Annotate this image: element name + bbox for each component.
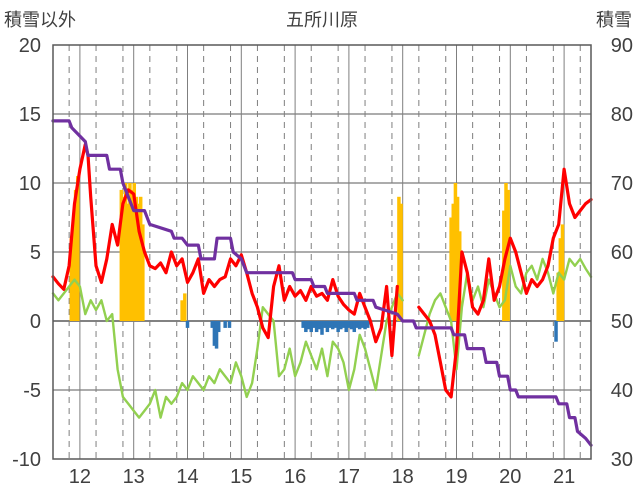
snowfall-bar xyxy=(451,203,456,321)
negative-bar xyxy=(312,321,316,328)
negative-bar xyxy=(357,321,362,330)
snowfall-bar xyxy=(132,183,136,321)
snowfall-bar xyxy=(128,183,132,321)
negative-bar xyxy=(314,321,319,333)
negative-bar xyxy=(210,321,214,328)
negative-bar xyxy=(347,321,351,328)
negative-bar xyxy=(554,321,558,342)
snowfall-bar xyxy=(558,238,563,321)
y-left-tick-label: -5 xyxy=(23,380,41,402)
negative-bar xyxy=(336,321,340,333)
x-tick-label: 19 xyxy=(445,466,467,488)
y-left-tick-label: 15 xyxy=(19,104,41,126)
snowfall-bar xyxy=(69,238,74,321)
y-left-tick-label: -10 xyxy=(12,449,41,471)
snowfall-bar xyxy=(397,196,401,321)
snowfall-bar xyxy=(560,224,565,321)
snowfall-bar xyxy=(119,189,124,321)
chart-title: 五所川原 xyxy=(286,10,358,31)
snowfall-bar xyxy=(138,196,143,321)
y-left-tick-label: 20 xyxy=(19,35,41,57)
series-lines xyxy=(51,119,593,447)
negative-bar xyxy=(365,321,370,328)
negative-bar xyxy=(360,321,365,328)
negative-bar xyxy=(325,321,330,333)
negative-bar xyxy=(339,321,343,330)
series-line-max-temp xyxy=(51,142,399,358)
tick-labels: 12 13 14 15 16 17 18 19 20 21 -10 -5 0 5 10 15 20 30 40 50 6… xyxy=(12,35,633,488)
negative-bar xyxy=(185,321,190,328)
negative-bar xyxy=(344,321,348,333)
negative-bar xyxy=(363,321,367,330)
y-right-tick-label: 50 xyxy=(611,311,633,333)
y-right-tick-label: 60 xyxy=(611,242,633,264)
snowfall-bar xyxy=(123,183,128,321)
negative-bar xyxy=(352,321,357,333)
negative-bar xyxy=(214,321,219,349)
y-right-tick-label: 70 xyxy=(611,173,633,195)
snowfall-bar xyxy=(506,189,510,321)
snowfall-bar xyxy=(449,217,453,321)
negative-bar xyxy=(349,321,354,330)
snowfall-bar xyxy=(71,224,76,321)
x-tick-label: 16 xyxy=(284,466,306,488)
x-tick-label: 13 xyxy=(123,466,145,488)
plot-area-frame xyxy=(52,44,592,460)
y-axis-right-title: 積雪 xyxy=(596,10,632,31)
snowfall-bar xyxy=(141,224,145,321)
negative-bar xyxy=(355,321,359,328)
negative-bar xyxy=(317,321,322,330)
negative-bar xyxy=(304,321,308,333)
snowfall-bar xyxy=(73,189,78,321)
negative-bar xyxy=(306,321,311,330)
y-right-tick-label: 40 xyxy=(611,380,633,402)
negative-bar xyxy=(320,321,324,335)
negative-bar xyxy=(216,321,221,333)
series-line-snow-depth xyxy=(51,119,593,447)
x-tick-label: 21 xyxy=(553,466,575,488)
snowfall-bar xyxy=(455,196,460,321)
snowfall-bar xyxy=(134,196,139,321)
snowfall-bar xyxy=(453,183,458,321)
negative-bar xyxy=(331,321,335,330)
x-tick-label: 20 xyxy=(499,466,521,488)
y-left-tick-label: 0 xyxy=(30,311,41,333)
snowfall-bar xyxy=(136,203,141,321)
y-left-tick-label: 5 xyxy=(30,242,41,264)
negative-bar xyxy=(301,321,305,328)
y-right-tick-label: 30 xyxy=(611,449,633,471)
y-axis-left-title: 積雪以外 xyxy=(4,10,76,31)
negative-bar xyxy=(223,321,227,328)
negative-bar xyxy=(212,321,217,346)
series-line-max-temp-b xyxy=(417,167,593,399)
negative-bar xyxy=(341,321,346,328)
negative-bar xyxy=(309,321,313,333)
snowfall-bar xyxy=(75,176,80,321)
y-right-tick-label: 80 xyxy=(611,104,633,126)
negative-bar xyxy=(322,321,327,328)
x-tick-label: 17 xyxy=(338,466,360,488)
snowfall-bar xyxy=(556,272,560,321)
series-line-min-temp-b xyxy=(417,257,593,371)
bars xyxy=(69,176,565,349)
x-tick-label: 12 xyxy=(69,466,91,488)
negative-bar xyxy=(227,321,232,328)
y-right-tick-label: 90 xyxy=(611,35,633,57)
x-tick-label: 14 xyxy=(176,466,198,488)
x-tick-label: 15 xyxy=(230,466,252,488)
snowfall-bar xyxy=(121,196,126,321)
snowfall-bar xyxy=(180,300,184,321)
negative-bar xyxy=(328,321,332,328)
negative-bar xyxy=(333,321,338,328)
snowfall-bar xyxy=(130,189,134,321)
snowfall-bar xyxy=(399,203,403,321)
series-line-min-temp xyxy=(51,278,404,419)
y-left-tick-label: 10 xyxy=(19,173,41,195)
snowfall-bar xyxy=(126,203,130,321)
snowfall-bar xyxy=(183,293,187,321)
x-tick-label: 18 xyxy=(392,466,414,488)
